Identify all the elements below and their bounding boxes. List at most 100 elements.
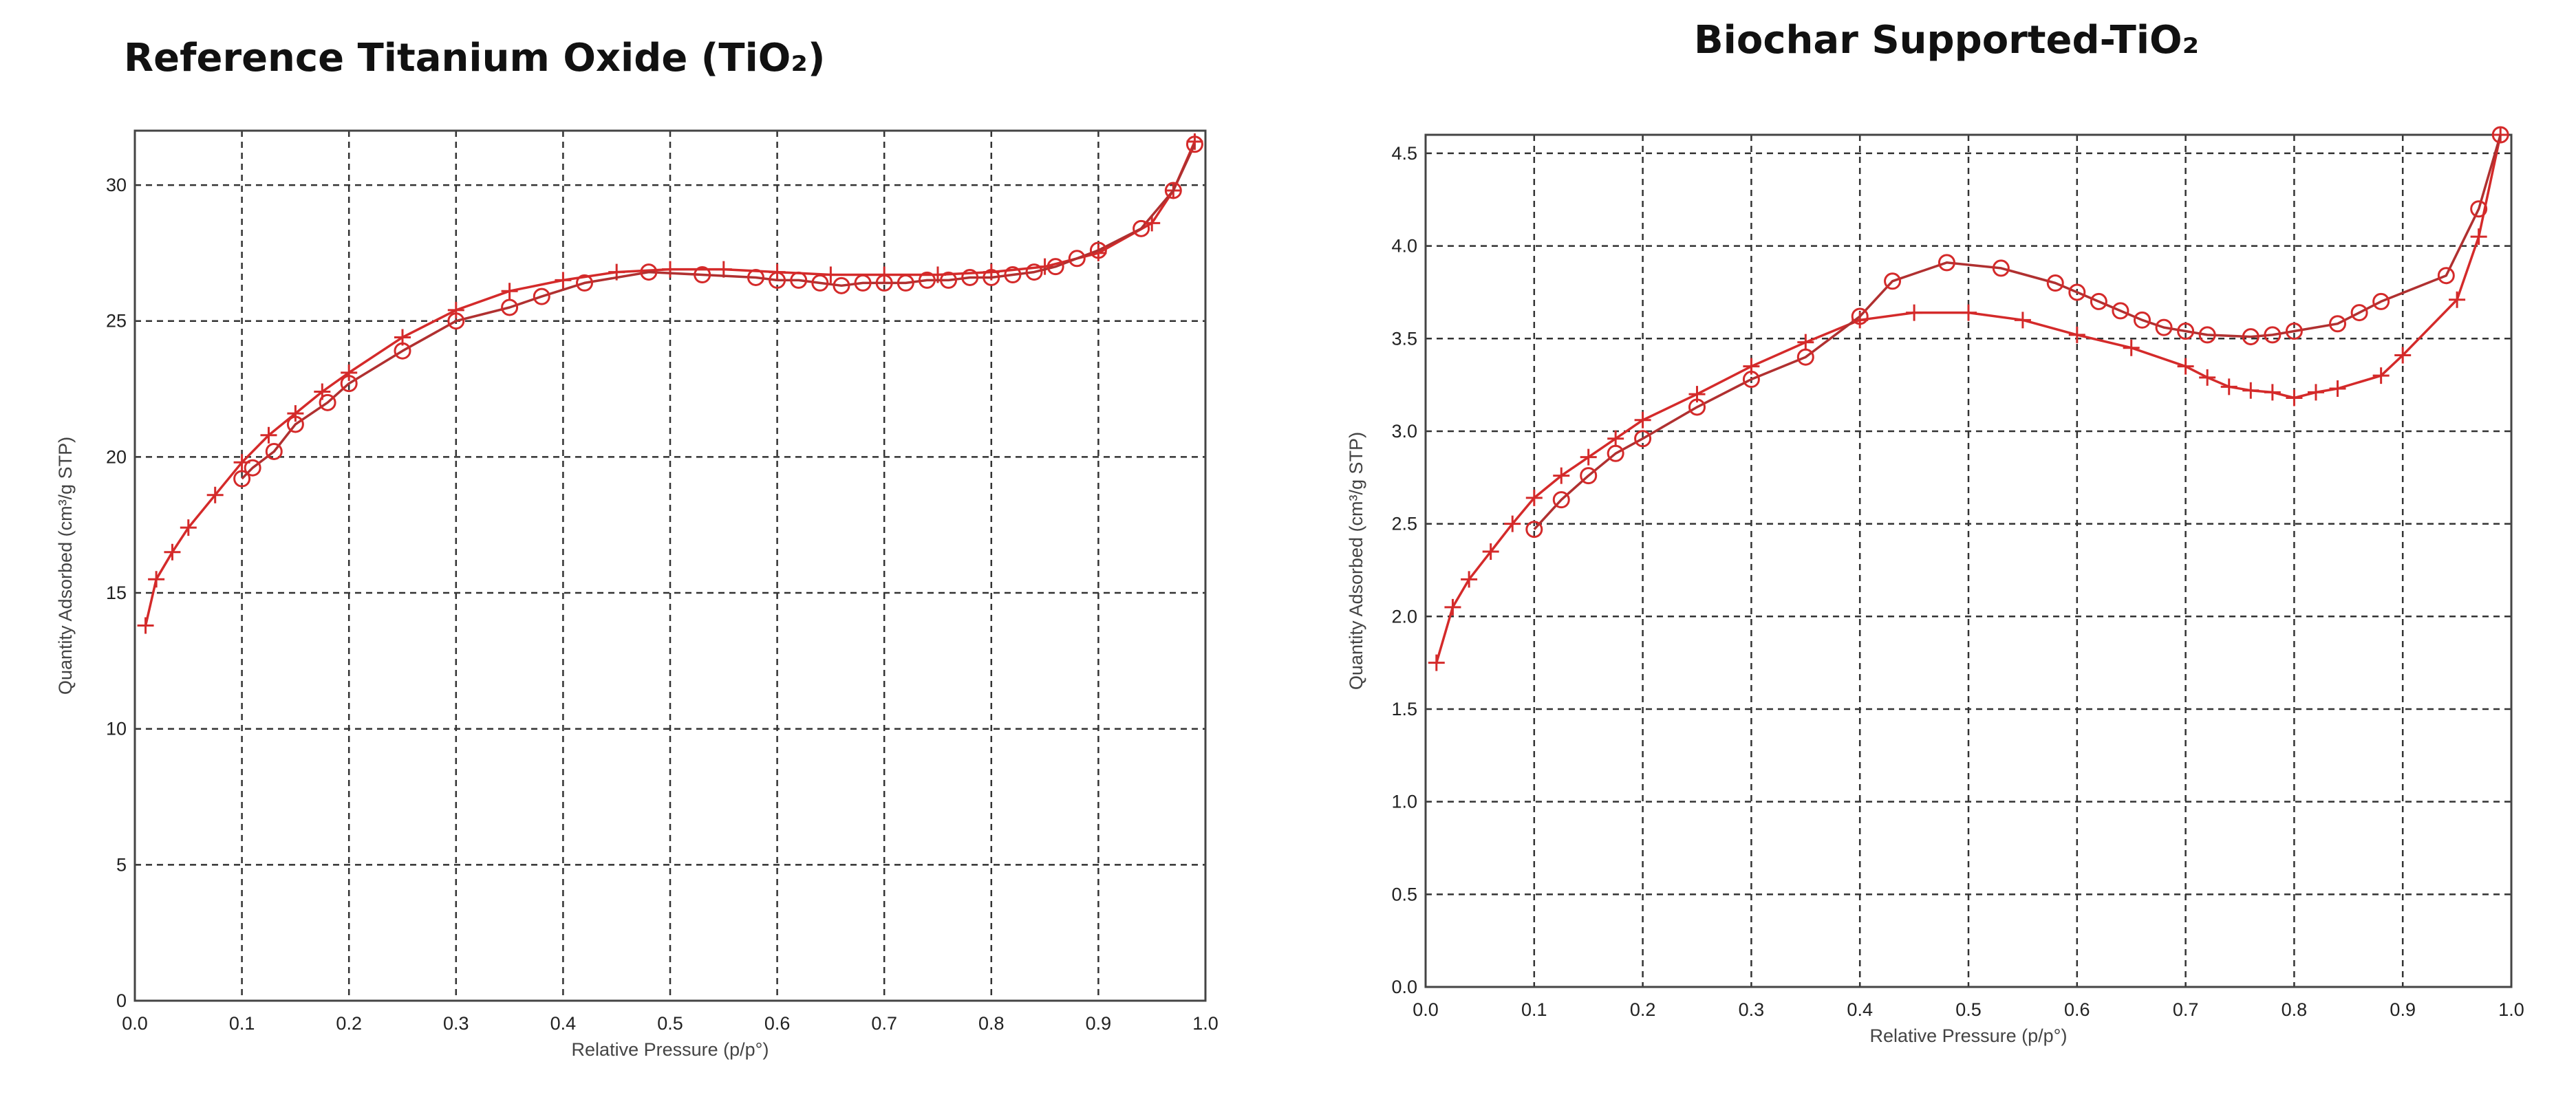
x-tick-label: 0.9 xyxy=(2390,999,2416,1020)
data-point-circle xyxy=(319,393,336,411)
y-tick-label: 1.0 xyxy=(1391,792,1417,812)
x-tick-label: 0.5 xyxy=(1955,999,1982,1020)
data-point-circle xyxy=(447,312,465,330)
x-tick-label: 0.2 xyxy=(336,1013,362,1034)
data-point-circle xyxy=(769,271,786,289)
data-point-circle xyxy=(2046,274,2064,292)
x-tick-label: 0.3 xyxy=(1739,999,1765,1020)
x-tick-label: 0.0 xyxy=(122,1013,148,1034)
x-tick-label: 0.5 xyxy=(657,1013,683,1034)
data-point-circle xyxy=(1046,258,1064,276)
data-point-plus xyxy=(2307,384,2324,401)
y-tick-label: 5 xyxy=(116,854,127,875)
data-point-plus xyxy=(2470,228,2487,246)
x-tick-label: 0.7 xyxy=(2173,999,2199,1020)
x-tick-label: 0.3 xyxy=(443,1013,469,1034)
chart-reference-tio2: 0.0 0.1 0.2 0.3 0.4 0.5 0.6 0.7 0.8 0.9 1.0 0 5 10 15 2… xyxy=(55,129,1219,1060)
data-point-circle xyxy=(233,470,251,488)
data-point-circle xyxy=(2329,315,2347,333)
data-point-plus xyxy=(287,405,304,422)
data-point-circle xyxy=(1851,307,1869,325)
data-point-plus xyxy=(662,261,678,278)
data-point-circle xyxy=(1796,348,1814,366)
data-point-circle xyxy=(1884,272,1902,290)
x-tick-label: 0.6 xyxy=(2064,999,2090,1020)
data-point-plus xyxy=(1428,654,1445,671)
data-point-circle xyxy=(2198,326,2216,344)
data-point-plus xyxy=(2242,382,2260,399)
data-point-plus xyxy=(180,519,197,536)
data-point-plus xyxy=(2123,339,2140,356)
data-point-circle xyxy=(1580,467,1598,485)
y-axis-label: Quantity Adsorbed (cm³/g STP) xyxy=(1346,432,1366,690)
data-point-plus xyxy=(1444,598,1461,616)
y-tick-label: 10 xyxy=(106,719,127,739)
data-point-plus xyxy=(1504,515,1521,532)
data-point-circle xyxy=(983,268,1000,286)
y-tick-label: 20 xyxy=(106,446,127,467)
data-point-plus xyxy=(1634,411,1651,428)
data-point-circle xyxy=(533,287,550,305)
data-point-circle xyxy=(854,274,872,292)
data-point-circle xyxy=(1133,219,1150,237)
data-point-plus xyxy=(1906,304,1923,321)
data-point-plus xyxy=(2014,312,2031,329)
data-point-plus xyxy=(555,272,572,289)
data-point-plus xyxy=(2492,127,2509,143)
data-point-circle xyxy=(2112,302,2129,320)
data-point-circle xyxy=(2133,311,2151,329)
data-point-plus xyxy=(501,283,518,300)
data-point-plus xyxy=(822,266,839,283)
data-point-circle xyxy=(2470,200,2488,218)
data-point-plus xyxy=(2264,384,2281,401)
data-point-plus xyxy=(1797,334,1814,351)
data-point-plus xyxy=(137,617,154,634)
data-point-circle xyxy=(2491,126,2509,144)
data-point-circle xyxy=(1068,250,1086,268)
y-tick-label: 0.0 xyxy=(1391,977,1417,997)
x-tick-label: 0.1 xyxy=(229,1013,255,1034)
data-point-circle xyxy=(1552,491,1570,509)
x-tick-label: 0.0 xyxy=(1413,999,1439,1020)
data-point-plus xyxy=(1607,430,1624,447)
data-point-plus xyxy=(2372,367,2390,384)
y-tick-label: 1.5 xyxy=(1391,699,1417,719)
data-point-circle xyxy=(2068,283,2086,301)
data-point-plus xyxy=(1482,543,1499,561)
x-tick-label: 1.0 xyxy=(1192,1013,1219,1034)
data-point-circle xyxy=(875,274,893,292)
x-tick-label: 0.1 xyxy=(1521,999,1547,1020)
data-point-circle xyxy=(640,263,658,281)
y-tick-label: 30 xyxy=(106,175,127,195)
data-point-plus xyxy=(1525,489,1543,506)
data-point-circle xyxy=(244,459,261,477)
data-point-circle xyxy=(1025,263,1043,281)
data-point-plus xyxy=(148,571,165,588)
x-tick-label: 1.0 xyxy=(2498,999,2524,1020)
data-point-circle xyxy=(340,375,358,393)
data-point-plus xyxy=(447,301,464,318)
data-point-circle xyxy=(961,268,979,286)
y-tick-label: 15 xyxy=(106,583,127,603)
data-point-plus xyxy=(2177,358,2194,375)
x-tick-label: 0.4 xyxy=(1847,999,1873,1020)
data-point-circle xyxy=(897,274,914,292)
data-point-circle xyxy=(576,274,594,292)
y-tick-label: 3.0 xyxy=(1391,421,1417,442)
data-point-circle xyxy=(918,271,936,289)
x-axis-label: Relative Pressure (p/p°) xyxy=(1870,1025,2068,1046)
data-point-circle xyxy=(501,298,519,316)
data-point-plus xyxy=(1461,571,1478,588)
data-point-plus xyxy=(1580,448,1597,466)
data-point-circle xyxy=(2242,328,2260,346)
x-tick-label: 0.6 xyxy=(764,1013,791,1034)
data-point-circle xyxy=(694,266,711,284)
x-tick-label: 0.8 xyxy=(978,1013,1005,1034)
series-circle-line xyxy=(241,144,1196,480)
data-point-plus xyxy=(2449,291,2466,308)
data-point-circle xyxy=(394,342,411,360)
y-tick-label: 4.5 xyxy=(1391,143,1417,164)
data-point-circle xyxy=(1938,254,1955,272)
x-tick-label: 0.2 xyxy=(1630,999,1656,1020)
